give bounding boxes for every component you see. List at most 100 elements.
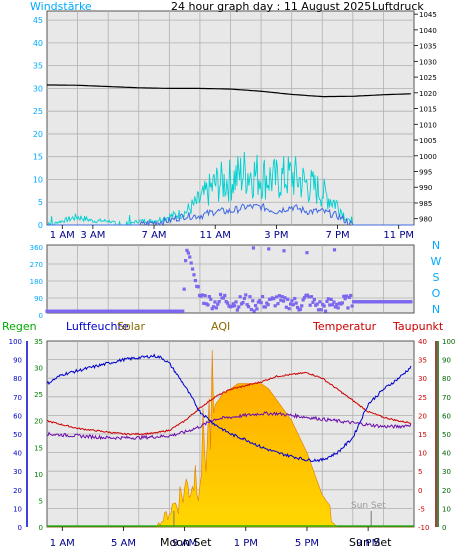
direction-point [330,303,335,307]
direction-point [283,296,287,300]
direction-point [255,307,259,311]
temperature-tick-label: -5 [418,505,425,513]
direction-degree-label: 360 [30,244,43,252]
direction-compass-label: S [433,271,440,284]
direction-point [272,297,276,301]
direction-point [344,294,349,298]
direction-point [319,308,323,312]
direction-point [308,303,312,307]
direction-point [336,306,340,310]
direction-point [218,292,223,296]
direction-point [182,287,186,291]
humidity-tick-label: 80 [13,375,22,383]
direction-point [281,299,286,303]
pressure-tick-label: 990 [419,184,432,192]
direction-point [246,305,251,309]
direction-point [217,300,221,304]
sunset-annotation: Sun Set [349,536,392,549]
sunset-annotation-small: Sun Set [351,501,386,511]
dewpoint-tick-label: 20 [442,487,451,495]
temperature-tick-label: 35 [418,357,427,365]
moonset-annotation: Moon Set [160,536,212,549]
bottom-axes: 010203040506070809010005101520253035-10-… [9,338,456,549]
direction-point [232,304,237,308]
direction-point [235,308,239,312]
direction-point [221,296,225,300]
wind-speed-tick-label: 5 [38,198,43,207]
direction-point [237,305,241,309]
direction-point [300,304,304,308]
dewpoint-tick-label: 40 [442,450,451,458]
pressure-tick-label: 1025 [419,74,437,82]
rain-tick-label: 5 [39,497,43,505]
wind-speed-label: Windstärke [30,0,92,13]
bottom-panel: 010203040506070809010005101520253035-10-… [2,320,455,549]
direction-point [329,297,333,301]
dewpoint-tick-label: 80 [442,375,451,383]
top-series [47,84,414,227]
dewpoint-tick-label: 60 [442,412,451,420]
pressure-tick-label: 1035 [419,43,437,51]
direction-point [277,294,281,298]
top-time-tick-label: 7 AM [142,230,167,241]
direction-point [294,301,298,305]
direction-point-high [305,251,309,255]
direction-point [318,300,322,304]
direction-point [193,278,197,283]
direction-point [202,301,206,305]
direction-point-high [282,249,286,253]
direction-point [214,306,218,310]
bottom-time-tick-label: 9 PM [356,538,380,549]
direction-point [183,259,188,263]
pressure-tick-label: 1010 [419,121,437,129]
chart-title: 24 hour graph day : 11 August 2025 [171,0,371,13]
temperature-tick-label: 0 [418,487,422,495]
direction-point [302,296,307,300]
direction-compass-label: N [432,303,440,316]
humidity-tick-label: 10 [13,505,22,513]
direction-point [284,305,288,309]
series-taupunkt-line [46,411,412,441]
direction-point [231,302,235,306]
humidity-tick-label: 30 [13,468,22,476]
direction-point [211,305,216,309]
bottom-time-tick-label: 5 PM [295,538,319,549]
humidity-tick-label: 60 [13,412,22,420]
direction-degree-label: 180 [30,278,43,286]
direction-point-high [332,248,337,252]
direction-point [249,307,253,312]
direction-point [190,267,195,271]
direction-point [342,294,346,298]
direction-point [280,294,284,299]
top-time-tick-label: 11 PM [383,230,414,241]
humidity-tick-label: 50 [13,431,22,439]
direction-point [207,294,211,299]
direction-point [260,294,265,299]
direction-point [276,302,280,306]
rain-tick-label: 0 [39,524,43,532]
temperature-tick-label: 25 [418,394,427,402]
rain-tick-label: 35 [34,338,43,346]
direction-degree-label: 0 [39,312,43,320]
direction-point [326,297,330,301]
top-grid [47,11,414,225]
legend-taupunkt: Taupunkt [392,320,444,333]
legend-aqi: AQI [211,320,230,333]
temperature-tick-label: 20 [418,412,427,420]
legend-solar: Solar [117,320,146,333]
direction-point [346,306,350,310]
direction-point [340,301,344,305]
direction-point [307,295,311,299]
direction-point [290,299,294,303]
temperature-tick-label: 15 [418,431,427,439]
temperature-tick-label: 30 [418,375,427,383]
direction-point [301,298,305,302]
direction-point [298,307,302,311]
wind-speed-tick-label: 40 [33,39,43,48]
direction-point [291,303,295,307]
direction-point [252,309,256,313]
direction-series [45,246,413,313]
top-time-tick-label: 1 AM [50,230,75,241]
wind-speed-tick-label: 10 [33,175,43,184]
